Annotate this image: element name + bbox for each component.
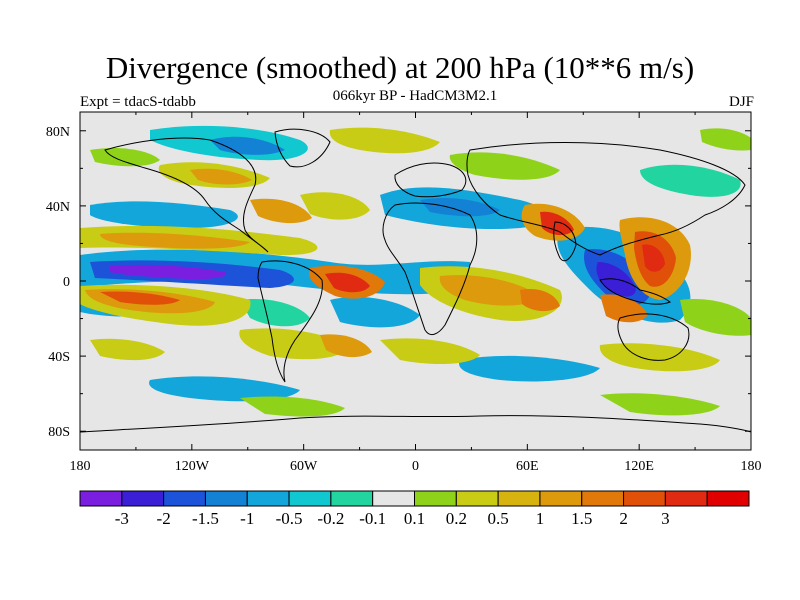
- field-patch: [680, 299, 751, 336]
- field-patch: [330, 296, 420, 328]
- field-patch: [149, 376, 300, 402]
- field-patch: [599, 343, 720, 372]
- field-patch: [190, 168, 252, 185]
- colorbar-labels: -3 -2 -1.5 -1 -0.5 -0.2 -0.1 0.1 0.2 0.5 1 1.5 2 3: [115, 509, 670, 528]
- season-label: DJF: [728, 94, 754, 110]
- field-patch: [90, 338, 165, 361]
- field-patch: [540, 211, 574, 236]
- colorbar-label: 1: [536, 509, 545, 528]
- field-patch: [329, 127, 440, 154]
- colorbar-label: 2: [619, 509, 628, 528]
- field-patch: [325, 272, 370, 293]
- colorbar-label: -1.5: [192, 509, 219, 528]
- field-patch: [240, 299, 310, 327]
- lon-tick-label: 180: [741, 459, 762, 474]
- coastline-india: [553, 221, 577, 262]
- colorbar-label: 0.2: [446, 509, 467, 528]
- lon-tick-label: 120E: [624, 459, 654, 474]
- colorbar-swatch: [455, 490, 499, 507]
- field-patch: [600, 294, 648, 323]
- colorbar-label: 1.5: [571, 509, 592, 528]
- coastline-south-america: [257, 260, 323, 383]
- colorbar-label: 0.5: [488, 509, 509, 528]
- field-patch: [320, 334, 372, 358]
- field-patch: [459, 355, 600, 382]
- lon-tick-label: 120W: [175, 459, 210, 474]
- map-area: [79, 111, 752, 451]
- coastline-asia: [466, 142, 746, 256]
- colorbar-swatch: [664, 490, 708, 507]
- field-patch: [642, 244, 665, 272]
- coastline-greenland: [274, 128, 331, 168]
- colorbar: [79, 490, 750, 507]
- colorbar-swatch: [330, 490, 374, 507]
- lon-tick-label: 60E: [516, 459, 539, 474]
- field-patch: [640, 164, 741, 197]
- field-patch: [250, 198, 312, 224]
- coastline-maritime-continent: [599, 278, 672, 305]
- coastline-europe: [394, 162, 467, 198]
- plot-title: Divergence (smoothed) at 200 hPa (10**6 …: [105, 50, 695, 85]
- field-patch: [380, 338, 480, 365]
- coastline-north-america: [104, 137, 269, 253]
- lat-tick-label: 80S: [48, 425, 70, 440]
- lat-tick-label: 0: [63, 275, 70, 290]
- coastlines: [80, 128, 751, 433]
- field-patch: [700, 128, 751, 151]
- colorbar-label: -0.1: [359, 509, 386, 528]
- lat-tick-label: 40S: [48, 350, 70, 365]
- field-patch: [300, 192, 370, 220]
- field-patch: [100, 232, 250, 249]
- colorbar-swatch: [246, 490, 290, 507]
- colorbar-label: 0.1: [404, 509, 425, 528]
- colorbar-label: -3: [115, 509, 129, 528]
- colorbar-swatch: [79, 490, 123, 507]
- field-patch: [420, 198, 500, 217]
- field-patch: [240, 396, 345, 417]
- colorbar-swatch: [706, 490, 750, 507]
- colorbar-swatch: [372, 490, 415, 507]
- field-patch: [600, 393, 720, 416]
- colorbar-swatch: [581, 490, 625, 507]
- colorbar-swatch: [288, 490, 332, 507]
- coastline-antarctica: [80, 415, 751, 433]
- experiment-label: Expt = tdacS-tdabb: [80, 94, 196, 110]
- colorbar-swatch: [623, 490, 666, 507]
- colorbar-swatch: [121, 490, 165, 507]
- colorbar-swatch: [497, 490, 541, 507]
- colorbar-swatch: [204, 490, 248, 507]
- colorbar-label: -1: [240, 509, 254, 528]
- plot-subtitle: 066kyr BP - HadCM3M2.1: [332, 88, 498, 104]
- colorbar-label: 3: [661, 509, 670, 528]
- colorbar-swatch: [414, 490, 457, 507]
- lat-tick-label: 80N: [46, 125, 70, 140]
- colorbar-label: -0.2: [317, 509, 344, 528]
- coastline-africa: [382, 202, 478, 336]
- lon-tick-label: 0: [412, 459, 419, 474]
- colorbar-label: -0.5: [276, 509, 303, 528]
- field-patch: [210, 136, 285, 155]
- lon-tick-label: 180: [70, 459, 91, 474]
- colorbar-label: -2: [157, 509, 171, 528]
- colorbar-swatch: [539, 490, 583, 507]
- field-patch: [100, 291, 180, 305]
- colorbar-swatch: [163, 490, 206, 507]
- field-patch: [520, 288, 560, 312]
- lon-tick-label: 60W: [290, 459, 318, 474]
- lat-tick-label: 40N: [46, 200, 70, 215]
- axis-ticks: [79, 112, 752, 450]
- axis-labels: 80N 40N 0 40S 80S 180 120W 60W 0 60E 120E 180: [46, 125, 762, 474]
- field-patch: [110, 264, 226, 280]
- coastline-australia: [617, 313, 690, 361]
- field-patch: [449, 152, 560, 180]
- field-patch: [90, 201, 238, 228]
